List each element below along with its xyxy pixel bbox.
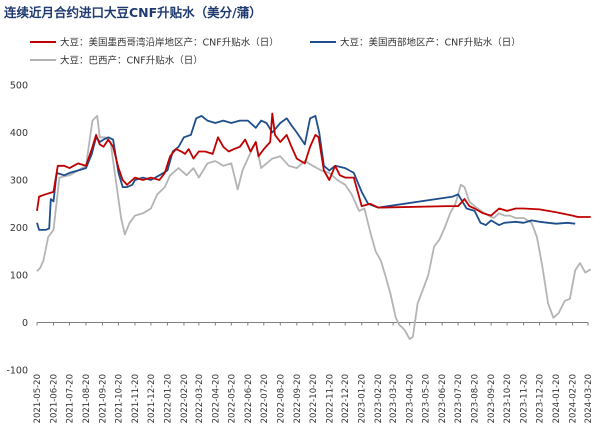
x-tick-label: 2022-08-20 [276, 374, 286, 423]
x-tick-label: 2023-05-20 [422, 374, 432, 423]
y-tick-label: 300 [10, 176, 28, 187]
x-tick-label: 2023-07-20 [454, 374, 464, 423]
y-tick-label: 400 [10, 128, 28, 139]
x-tick-label: 2023-01-20 [358, 374, 368, 423]
x-tick-label: 2023-11-20 [520, 374, 530, 423]
x-tick-label: 2021-08-20 [82, 374, 92, 423]
x-tick-label: 2023-08-20 [471, 374, 481, 423]
legend-label: 大豆：美国西部地区产：CNF升贴水（日） [340, 37, 521, 49]
series-line [36, 112, 591, 218]
y-tick-label: 200 [10, 223, 28, 234]
x-tick-label: 2022-04-20 [211, 374, 221, 423]
y-tick-label: 0 [22, 318, 28, 329]
x-tick-label: 2021-09-20 [98, 374, 108, 423]
chart-title: 连续近月合约进口大豆CNF升贴水（美分/蒲） [4, 5, 262, 20]
x-tick-label: 2023-10-20 [503, 374, 513, 423]
x-tick-label: 2022-11-20 [325, 374, 335, 423]
legend-label: 大豆：巴西产：CNF升贴水（日） [60, 55, 203, 67]
x-tick-label: 2022-01-20 [163, 374, 173, 423]
x-tick-label: 2024-03-20 [584, 374, 594, 423]
legend-label: 大豆：美国墨西哥湾沿岸地区产：CNF升贴水（日） [60, 37, 279, 49]
x-tick-label: 2023-12-20 [536, 374, 546, 423]
x-tick-label: 2022-02-20 [180, 374, 190, 423]
x-tick-label: 2021-06-20 [50, 374, 60, 423]
x-tick-label: 2021-10-20 [114, 374, 124, 423]
x-tick-label: 2022-03-20 [195, 374, 205, 423]
y-tick-label: -100 [6, 366, 28, 377]
x-tick-label: 2023-04-20 [406, 374, 416, 423]
x-tick-label: 2021-12-20 [147, 374, 157, 423]
x-tick-label: 2023-03-20 [389, 374, 399, 423]
x-tick-label: 2022-06-20 [244, 374, 254, 423]
series-line [36, 115, 592, 341]
x-tick-label: 2024-02-20 [569, 374, 579, 423]
axes: -100 0 100 200 300 400 500 2021-05-20 2021-06-20… [6, 81, 594, 424]
x-tick-label: 2023-06-20 [438, 374, 448, 423]
y-tick-label: 500 [10, 81, 28, 92]
x-tick-label: 2021-07-20 [65, 374, 75, 423]
series-lines [36, 112, 592, 341]
x-tick-label: 2021-05-20 [33, 374, 43, 423]
x-tick-label: 2023-09-20 [487, 374, 497, 423]
y-tick-label: 100 [10, 271, 28, 282]
x-tick-label: 2023-02-20 [374, 374, 384, 423]
x-tick-label: 2022-05-20 [227, 374, 237, 423]
x-tick-label: 2022-12-20 [341, 374, 351, 423]
x-tick-label: 2022-07-20 [260, 374, 270, 423]
x-tick-label: 2022-09-20 [293, 374, 303, 423]
legend: 大豆：美国墨西哥湾沿岸地区产：CNF升贴水（日） 大豆：美国西部地区产：CNF升贴… [30, 37, 521, 67]
x-tick-label: 2022-10-20 [309, 374, 319, 423]
x-tick-label: 2024-01-20 [552, 374, 562, 423]
x-tick-label: 2021-11-20 [131, 374, 141, 423]
